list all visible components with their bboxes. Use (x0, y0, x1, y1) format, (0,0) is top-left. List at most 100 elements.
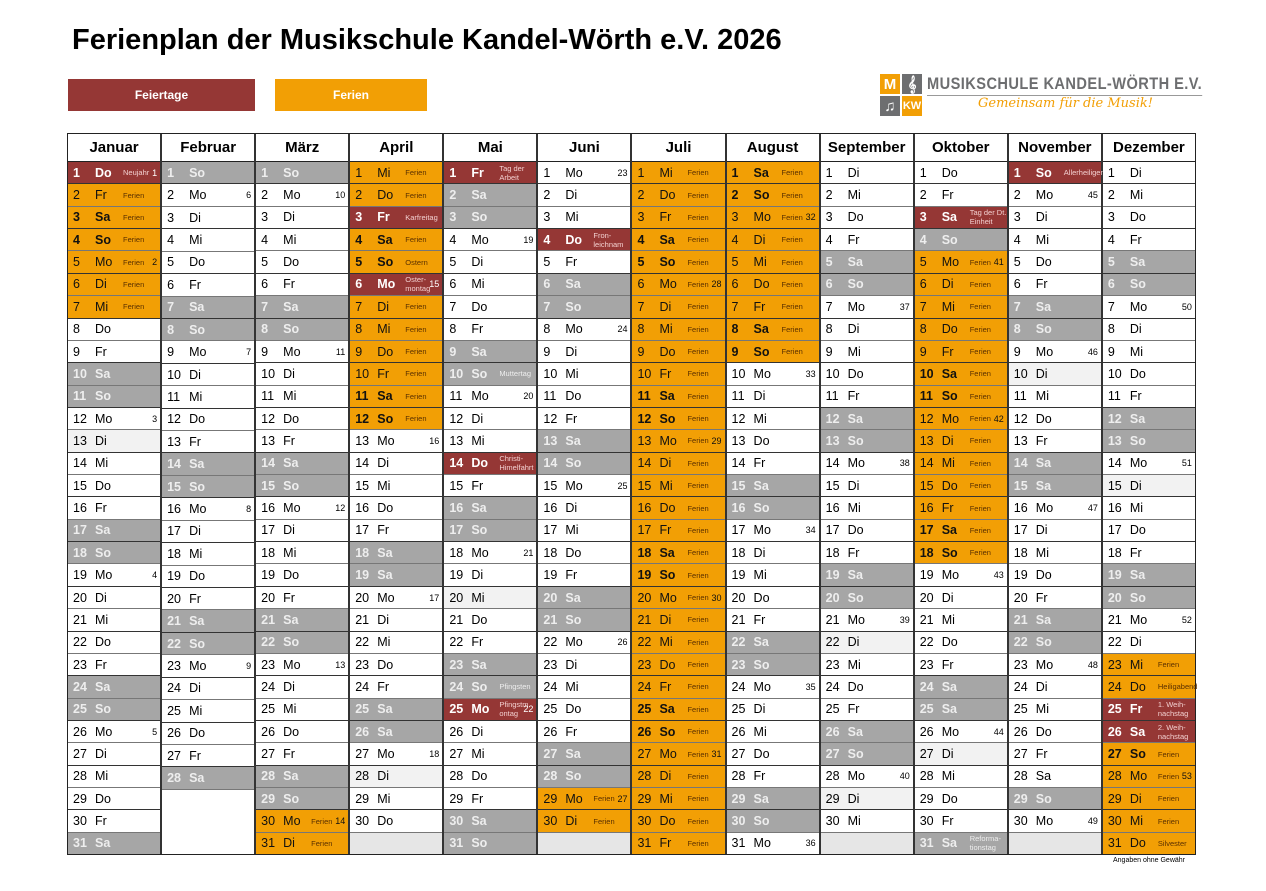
week-number: 2 (152, 257, 158, 268)
legend-ferien: Ferien (275, 79, 427, 111)
weekday: Fr (471, 635, 484, 650)
week-number: 34 (805, 525, 816, 536)
week-number: 20 (523, 391, 534, 402)
weekday: Di (565, 814, 578, 829)
day-cell: 25 Mi (1008, 698, 1101, 721)
day-number: 25 (731, 702, 746, 717)
weekday: Fr (659, 679, 672, 694)
day-number: 9 (731, 344, 739, 359)
weekday: So (753, 814, 770, 829)
day-number: 8 (261, 322, 269, 337)
day-number: 16 (1107, 501, 1122, 516)
day-number: 26 (355, 724, 370, 739)
day-cell: 18 Fr (1102, 542, 1195, 565)
day-number: 22 (167, 636, 181, 651)
weekday: Do (753, 433, 770, 448)
day-cell: 18 Fr (820, 542, 913, 565)
day-cell: 25 Fr (820, 698, 913, 721)
day-cell: 1 So Allerheiligen (1008, 162, 1105, 185)
weekday: So (283, 478, 300, 493)
day-cell: 18 Sa (350, 542, 443, 565)
weekday: Sa (565, 277, 581, 292)
day-number: 19 (919, 568, 934, 583)
weekday: Do (1129, 366, 1146, 381)
day-cell: 10 Fr Ferien (632, 363, 725, 386)
day-number: 21 (919, 612, 934, 627)
weekday: Mi (753, 568, 767, 583)
weekday: So (1129, 433, 1146, 448)
day-cell: 11 Fr (1102, 385, 1195, 408)
weekday: Fr (565, 411, 578, 426)
day-cell: 8 Sa Ferien (726, 318, 819, 341)
day-cell: 12 Sa (1102, 407, 1195, 431)
day-cell: 19 Di (444, 564, 537, 587)
day-number: 3 (637, 210, 645, 225)
weekday: Mi (659, 478, 673, 493)
day-cell: 26 Sa 2. Weih- nachstag (1102, 720, 1195, 744)
day-number: 28 (543, 769, 558, 784)
day-cell: 24 Mo 35 (726, 676, 819, 699)
weekday: Do (95, 165, 112, 180)
weekday: Di (659, 769, 672, 784)
week-number: 8 (246, 504, 252, 515)
day-number: 3 (167, 210, 175, 225)
day-cell: 5 Do (256, 251, 349, 274)
weekday: Mi (659, 635, 673, 650)
day-cell: 23 Mo 13 (256, 653, 349, 677)
day-number: 5 (543, 255, 551, 270)
day-cell: 1 Do (914, 162, 1007, 185)
day-number: 21 (355, 612, 370, 627)
weekday: Sa (95, 679, 111, 694)
day-number: 4 (261, 232, 269, 247)
day-cell: 5 Fr (538, 251, 631, 274)
day-note: Ferien (687, 749, 709, 759)
day-number: 10 (825, 366, 840, 381)
day-cell: 12 Do (1008, 407, 1101, 431)
month-header: November (1008, 134, 1101, 162)
weekday: Sa (189, 300, 205, 315)
day-number: 11 (167, 389, 181, 404)
weekday: Di (659, 612, 672, 627)
day-cell: 23 Mi (820, 653, 913, 677)
month-header: April (350, 134, 443, 162)
weekday: Sa (95, 210, 111, 225)
month-header: Februar (162, 134, 255, 162)
weekday: Mi (189, 232, 203, 247)
weekday: Mo (753, 679, 771, 694)
month-column-dezember: Dezember 1 Di 2 Mi 3 Do 4 Fr 5 Sa 6 So 7 Mo 50 8 Di 9 Mi 10 D… (1102, 134, 1197, 855)
day-number: 14 (449, 456, 464, 471)
day-note: Ferien (969, 525, 991, 535)
day-number: 24 (1013, 679, 1028, 694)
day-number: 25 (355, 702, 370, 717)
weekday: Fr (847, 232, 860, 247)
day-note: Ferien (123, 190, 145, 200)
day-number: 10 (1013, 366, 1028, 381)
weekday: Sa (283, 299, 299, 314)
day-number: 28 (637, 769, 652, 784)
day-number: 4 (73, 232, 80, 247)
day-number: 23 (73, 657, 87, 672)
day-cell: 3 Fr Ferien (632, 206, 725, 230)
day-note: Ferien (969, 503, 991, 513)
weekday: Fr (565, 255, 578, 270)
day-cell: 8 So (1008, 318, 1101, 341)
day-cell: 25 Fr 1. Weih- nachstag (1102, 698, 1195, 721)
weekday: Di (377, 612, 390, 627)
day-cell: 2 Sa (444, 184, 537, 207)
day-number: 15 (731, 478, 746, 493)
weekday: Mi (283, 702, 297, 717)
weekday: Fr (1129, 545, 1142, 560)
day-cell: 20 Fr (1008, 586, 1101, 610)
day-cell: 8 Do (68, 318, 161, 341)
day-cell: 30 Mo 49 (1008, 810, 1101, 833)
day-number: 6 (919, 277, 927, 292)
day-number: 9 (919, 344, 927, 359)
day-number: 14 (919, 456, 934, 471)
weekday: Mo (941, 411, 960, 426)
weekday: So (659, 724, 676, 739)
day-note: Ferien (687, 458, 709, 468)
day-cell: 28 Mi (914, 765, 1007, 789)
day-cell: 29 Fr (444, 788, 537, 811)
weekday: Mi (847, 188, 861, 203)
weekday: Mo (941, 255, 960, 270)
